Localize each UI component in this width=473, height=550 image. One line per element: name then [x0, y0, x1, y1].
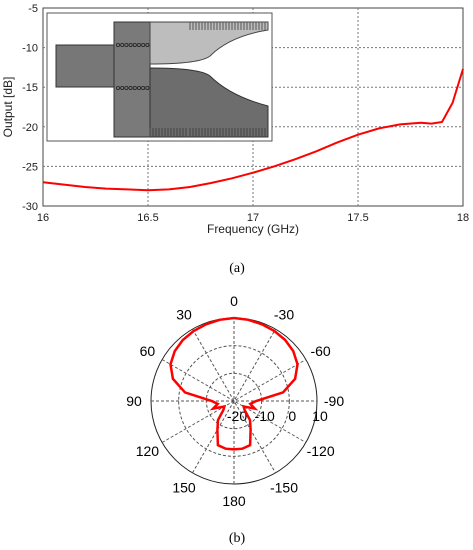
polar-radial-label: -20	[227, 408, 247, 424]
inset-device-illustration	[46, 12, 273, 142]
chart-b-caption: (b)	[229, 531, 246, 546]
y-tick-label: -20	[22, 122, 38, 134]
polar-angle-label: -90	[324, 393, 344, 409]
chart-b: 0 -30 -60 -90 -120 -150 180 150 120 90 60 30 -20 -10…	[126, 293, 344, 546]
y-tick-label: -30	[22, 201, 38, 213]
y-tick-label: -10	[22, 43, 38, 55]
polar-angle-label: -150	[270, 480, 298, 496]
x-tick-label: 17.5	[347, 212, 368, 224]
polar-angle-label: -60	[310, 343, 330, 359]
polar-angle-label: -30	[274, 306, 294, 322]
chart-a-xlabel: Frequency (GHz)	[207, 222, 299, 236]
polar-angle-label: 150	[172, 480, 196, 496]
polar-grid-spoke	[192, 328, 276, 474]
y-tick-label: -15	[22, 82, 38, 94]
chart-b-radial-labels: -20 -10 0 10	[227, 408, 328, 424]
chart-a-series-line	[42, 68, 464, 192]
x-tick-label: 16.5	[137, 212, 158, 224]
y-tick-label: -5	[28, 3, 38, 15]
x-tick-label: 16	[37, 212, 49, 224]
polar-angle-label: 60	[140, 343, 156, 359]
polar-angle-label: 90	[126, 393, 142, 409]
y-tick-label: -25	[22, 161, 38, 173]
polar-angle-label: 120	[136, 443, 160, 459]
polar-radial-label: -10	[255, 408, 275, 424]
chart-b-angle-labels: 0 -30 -60 -90 -120 -150 180 150 120 90 60 30	[126, 293, 344, 509]
chart-a: 16 16.5 17 17.5 18 -5 -10 -15 -20 -25 -30 Frequenc…	[1, 3, 469, 276]
chart-b-series-line	[169, 316, 299, 451]
chart-a-caption: (a)	[229, 261, 245, 276]
polar-radial-label: 0	[288, 408, 296, 424]
polar-radial-label: 10	[312, 408, 328, 424]
chart-a-ylabel: Output [dB]	[1, 77, 15, 138]
chart-a-tick-labels: 16 16.5 17 17.5 18 -5 -10 -15 -20 -25 -30	[22, 3, 469, 224]
polar-angle-label: 0	[230, 293, 238, 309]
chart-b-grid	[150, 317, 318, 485]
polar-angle-label: 30	[176, 306, 192, 322]
polar-angle-label: -120	[307, 443, 335, 459]
x-tick-label: 17	[247, 212, 259, 224]
x-tick-label: 18	[457, 212, 469, 224]
polar-angle-label: 180	[222, 493, 246, 509]
